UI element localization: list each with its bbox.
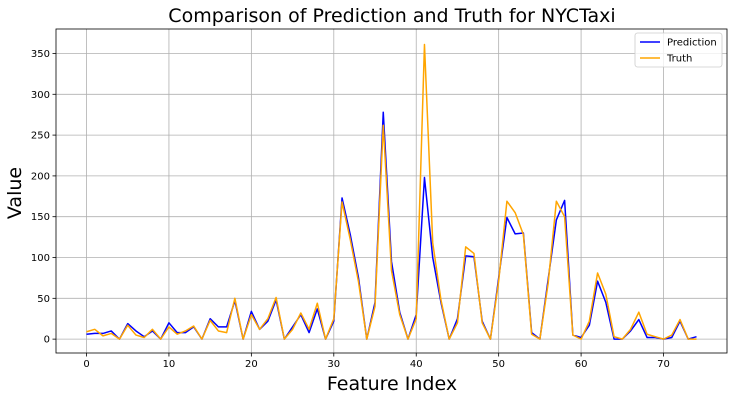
y-tick-label: 0 — [44, 335, 50, 346]
series-line-truth — [86, 43, 697, 340]
y-tick-label: 100 — [31, 253, 50, 264]
y-tick-label: 200 — [31, 171, 50, 182]
y-tick-label: 350 — [31, 49, 50, 60]
x-tick-label: 10 — [163, 359, 176, 370]
y-tick-label: 50 — [37, 294, 50, 305]
y-tick-label: 250 — [31, 131, 50, 142]
plot-frame — [55, 28, 728, 354]
y-tick-label: 150 — [31, 212, 50, 223]
legend-label-truth: Truth — [666, 54, 692, 65]
x-tick-label: 20 — [245, 359, 258, 370]
x-tick-label: 70 — [657, 359, 670, 370]
legend: Prediction Truth — [634, 32, 723, 68]
series-layer — [86, 43, 697, 340]
x-axis-label: Feature Index — [327, 373, 457, 395]
grid-lines — [56, 29, 727, 353]
legend-label-prediction: Prediction — [667, 38, 717, 49]
y-axis-label: Value — [4, 167, 26, 219]
x-tick-label: 30 — [327, 359, 340, 370]
chart-title: Comparison of Prediction and Truth for N… — [168, 5, 615, 27]
x-tick-label: 40 — [410, 359, 423, 370]
x-tick-label: 50 — [492, 359, 505, 370]
x-tick-label: 60 — [575, 359, 588, 370]
axis-ticks: 0 10 20 30 40 50 60 70 0 50 100 150 200 250 300 350 — [31, 49, 670, 370]
y-tick-label: 300 — [31, 90, 50, 101]
x-tick-label: 0 — [83, 359, 89, 370]
series-line-prediction — [86, 111, 697, 340]
